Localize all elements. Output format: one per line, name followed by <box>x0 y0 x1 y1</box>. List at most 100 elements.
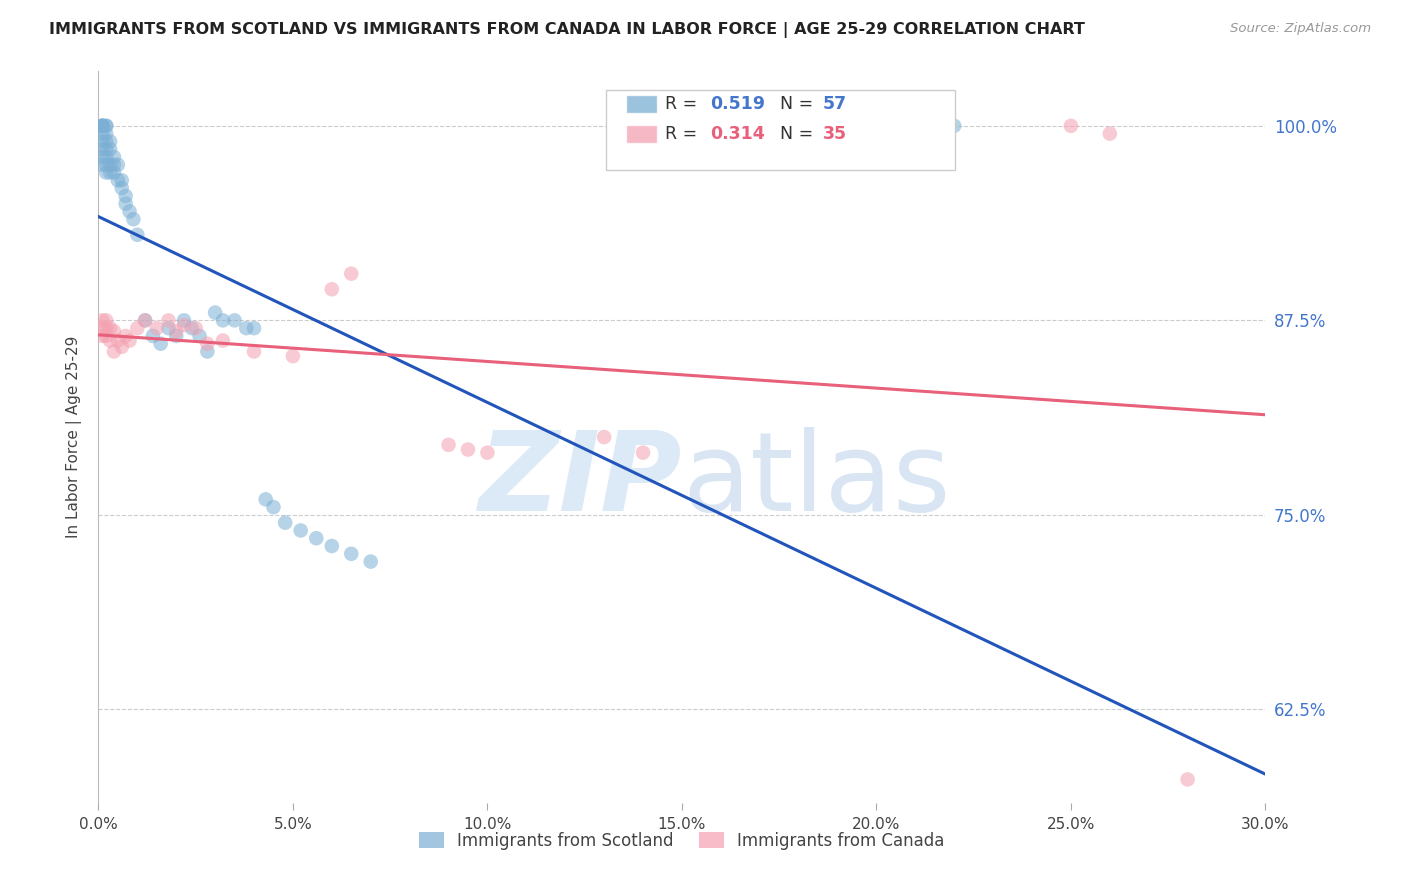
Point <box>224 313 246 327</box>
Point <box>180 321 202 335</box>
Point <box>281 349 304 363</box>
Point <box>165 324 187 338</box>
Point <box>204 305 226 319</box>
Point <box>457 442 479 457</box>
Point <box>321 539 343 553</box>
Point <box>107 334 129 348</box>
Point <box>212 334 235 348</box>
Point <box>173 318 195 332</box>
Point <box>114 189 136 203</box>
Point <box>173 313 195 327</box>
Point <box>91 142 114 156</box>
Point <box>103 150 125 164</box>
Point <box>103 324 125 338</box>
Point <box>103 158 125 172</box>
Point <box>1060 119 1083 133</box>
Point <box>98 142 121 156</box>
Text: 0.314: 0.314 <box>710 125 765 143</box>
Point <box>107 158 129 172</box>
Point <box>593 430 616 444</box>
Point <box>340 267 363 281</box>
Point <box>91 150 114 164</box>
Point <box>91 127 114 141</box>
Legend: Immigrants from Scotland, Immigrants from Canada: Immigrants from Scotland, Immigrants fro… <box>412 825 952 856</box>
Point <box>477 445 499 459</box>
Point <box>1177 772 1199 787</box>
Point <box>360 555 382 569</box>
Point <box>96 119 118 133</box>
Text: 57: 57 <box>823 95 846 113</box>
Point <box>118 204 141 219</box>
Point <box>91 119 114 133</box>
Point <box>157 313 180 327</box>
Point <box>96 313 118 327</box>
Point <box>98 135 121 149</box>
Point <box>157 321 180 335</box>
Point <box>146 321 169 335</box>
Point <box>96 321 118 335</box>
Point <box>134 313 156 327</box>
Point <box>96 165 118 179</box>
Point <box>96 119 118 133</box>
Point <box>165 329 187 343</box>
Point <box>212 313 235 327</box>
Point <box>127 321 149 335</box>
Point <box>91 321 114 335</box>
Point <box>91 329 114 343</box>
Point <box>91 313 114 327</box>
Y-axis label: In Labor Force | Age 25-29: In Labor Force | Age 25-29 <box>66 336 83 538</box>
Point <box>290 524 312 538</box>
Point <box>262 500 284 515</box>
Point <box>1098 127 1121 141</box>
Point <box>91 119 114 133</box>
Point <box>274 516 297 530</box>
Point <box>98 334 121 348</box>
Text: IMMIGRANTS FROM SCOTLAND VS IMMIGRANTS FROM CANADA IN LABOR FORCE | AGE 25-29 CO: IMMIGRANTS FROM SCOTLAND VS IMMIGRANTS F… <box>49 22 1085 38</box>
Point <box>96 158 118 172</box>
Point <box>111 173 134 187</box>
Point <box>107 173 129 187</box>
Point <box>243 321 266 335</box>
Point <box>96 142 118 156</box>
Point <box>111 340 134 354</box>
Point <box>195 344 218 359</box>
Point <box>103 165 125 179</box>
Text: 0.519: 0.519 <box>710 95 765 113</box>
Point <box>91 119 114 133</box>
Text: R =: R = <box>665 95 703 113</box>
Point <box>122 212 145 227</box>
Point <box>91 135 114 149</box>
Point <box>321 282 343 296</box>
Point <box>114 329 136 343</box>
Point <box>118 334 141 348</box>
Text: 35: 35 <box>823 125 846 143</box>
Point <box>254 492 277 507</box>
Point <box>235 321 257 335</box>
Point <box>127 227 149 242</box>
Point <box>134 313 156 327</box>
Point <box>943 119 966 133</box>
Point <box>103 344 125 359</box>
Point <box>111 181 134 195</box>
Point <box>98 165 121 179</box>
Point <box>305 531 328 545</box>
Text: N =: N = <box>780 125 820 143</box>
Point <box>96 135 118 149</box>
Point <box>149 336 172 351</box>
Point <box>437 438 460 452</box>
Point <box>184 321 207 335</box>
Text: atlas: atlas <box>682 427 950 534</box>
Text: Source: ZipAtlas.com: Source: ZipAtlas.com <box>1230 22 1371 36</box>
Point <box>96 329 118 343</box>
Text: N =: N = <box>780 95 820 113</box>
Point <box>98 321 121 335</box>
Point <box>188 329 211 343</box>
Point <box>96 150 118 164</box>
Point <box>91 119 114 133</box>
Point <box>98 158 121 172</box>
Point <box>91 119 114 133</box>
Point <box>91 158 114 172</box>
Text: R =: R = <box>665 125 703 143</box>
Point <box>340 547 363 561</box>
Point <box>243 344 266 359</box>
